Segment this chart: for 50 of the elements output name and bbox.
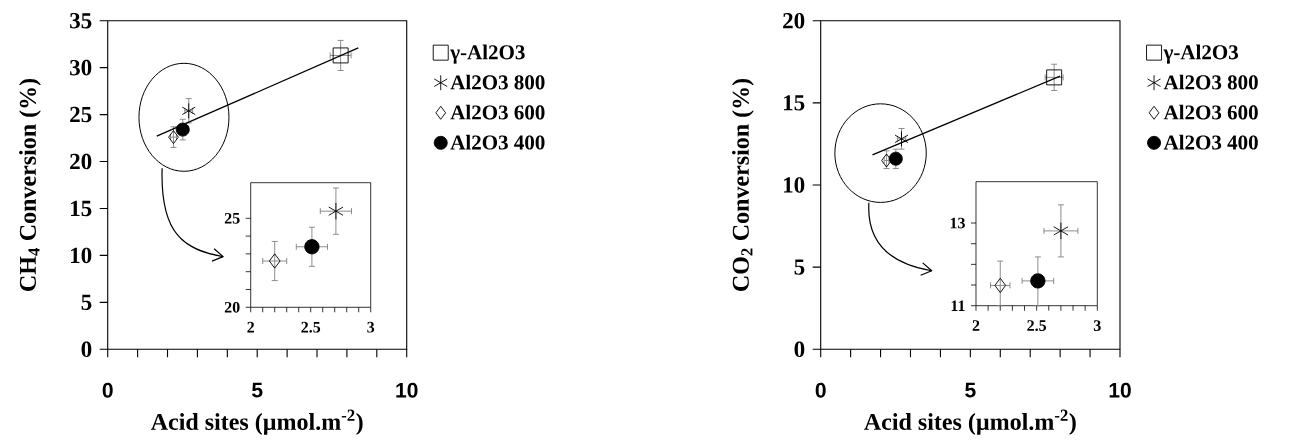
legend-label: Al2O3 400 [450, 134, 545, 150]
y-tick-label: 30 [70, 59, 92, 76]
legend-label: Al2O3 800 [450, 74, 545, 90]
x-tick-label: 2 [972, 320, 980, 331]
legend-label: Al2O3 600 [450, 104, 545, 120]
x-tick-label: 3 [367, 321, 375, 333]
y-tick-label: 15 [71, 200, 92, 217]
y-tick-label: 13 [950, 217, 965, 229]
x-tick-label: 0 [102, 382, 113, 398]
x-tick-label: 0 [815, 382, 826, 398]
x-tick-label: 10 [1109, 382, 1131, 398]
legend-label: γ-Al2O3 [1163, 44, 1238, 64]
x-axis-title: Acid sites (µmol.m$^{-2}$) [150, 409, 363, 435]
legend-label: Al2O3 400 [1163, 134, 1258, 150]
x-tick-label: 3 [1093, 320, 1101, 331]
y-tick-label: 15 [784, 95, 805, 111]
y-tick-label: 0 [81, 341, 92, 358]
point [894, 130, 909, 147]
y-tick-label: 20 [783, 12, 805, 29]
y-axis-title: CH$_{4}$ Conversion (%) [19, 78, 41, 291]
point [268, 253, 281, 269]
point [994, 277, 1007, 294]
y-tick-label: 5 [81, 294, 92, 310]
point [1053, 222, 1069, 240]
point [1030, 273, 1046, 289]
legend-label: Al2O3 800 [1163, 74, 1258, 90]
y-tick-label: 25 [224, 212, 240, 224]
y-tick-label: 25 [70, 106, 92, 123]
point [181, 102, 196, 119]
point [328, 202, 344, 220]
y-tick-label: 5 [794, 259, 805, 275]
x-axis-title: Acid sites (µmol.m$^{-2}$) [864, 409, 1076, 435]
x-tick-label: 2.5 [1027, 320, 1047, 332]
y-tick-label: 11 [951, 300, 965, 311]
legend-label: γ-Al2O3 [450, 44, 525, 64]
x-tick-label: 2.5 [301, 321, 321, 333]
x-tick-label: 5 [965, 382, 976, 398]
y-tick-label: 10 [784, 177, 805, 193]
y-tick-label: 20 [224, 301, 240, 313]
x-tick-label: 5 [252, 382, 263, 398]
y-tick-label: 20 [70, 153, 92, 170]
y-tick-label: 10 [71, 247, 92, 264]
y-tick-label: 0 [794, 341, 805, 358]
y-tick-label: 35 [70, 12, 92, 29]
legend-label: Al2O3 600 [1163, 104, 1258, 120]
y-axis-title: CO$_{2}$ Conversion (%) [732, 78, 754, 291]
x-tick-label: 2 [247, 321, 255, 333]
x-tick-label: 10 [396, 382, 418, 398]
point [168, 130, 179, 145]
point [304, 239, 320, 255]
